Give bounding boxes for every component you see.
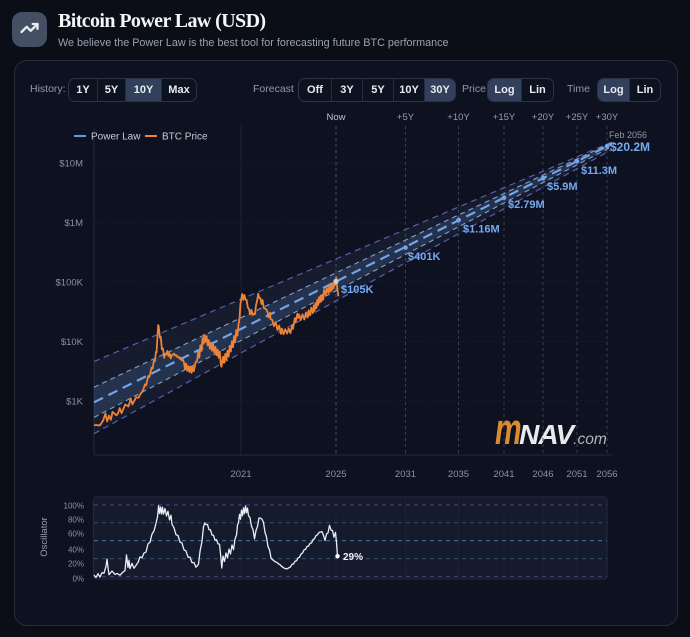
svg-text:2041: 2041 <box>493 469 514 480</box>
svg-text:Oscillator: Oscillator <box>39 517 50 557</box>
svg-text:Feb 2056: Feb 2056 <box>609 130 647 140</box>
svg-text:100%: 100% <box>64 501 84 510</box>
svg-text:Now: Now <box>326 112 345 123</box>
svg-text:2021: 2021 <box>230 469 251 480</box>
svg-text:$105K: $105K <box>341 284 373 296</box>
svg-text:BTC Price: BTC Price <box>162 132 208 143</box>
svg-text:2035: 2035 <box>448 469 469 480</box>
svg-text:$10K: $10K <box>61 337 84 348</box>
svg-text:$401K: $401K <box>408 251 440 263</box>
svg-text:+20Y: +20Y <box>532 112 555 123</box>
svg-text:$2.79M: $2.79M <box>508 199 545 211</box>
svg-text:+25Y: +25Y <box>566 112 589 123</box>
svg-text:Power Law: Power Law <box>91 132 141 143</box>
svg-text:+15Y: +15Y <box>493 112 516 123</box>
svg-text:+10Y: +10Y <box>447 112 470 123</box>
svg-text:$11.3M: $11.3M <box>581 165 617 177</box>
svg-text:20%: 20% <box>68 560 84 569</box>
svg-text:40%: 40% <box>68 545 84 554</box>
svg-text:$1.16M: $1.16M <box>463 224 500 236</box>
svg-text:$100K: $100K <box>56 278 84 289</box>
svg-text:$10M: $10M <box>59 159 83 170</box>
svg-text:$20.2M: $20.2M <box>610 140 650 154</box>
svg-text:2051: 2051 <box>566 469 587 480</box>
svg-text:$5.9M: $5.9M <box>547 181 578 193</box>
svg-text:60%: 60% <box>68 530 84 539</box>
svg-text:80%: 80% <box>68 516 84 525</box>
svg-text:+30Y: +30Y <box>596 112 619 123</box>
svg-text:+5Y: +5Y <box>397 112 415 123</box>
svg-text:2025: 2025 <box>325 469 346 480</box>
svg-text:2046: 2046 <box>532 469 553 480</box>
svg-text:$1M: $1M <box>65 218 84 229</box>
svg-text:2056: 2056 <box>596 469 617 480</box>
svg-text:2031: 2031 <box>395 469 416 480</box>
svg-text:29%: 29% <box>343 552 363 563</box>
svg-text:0%: 0% <box>72 574 84 583</box>
svg-text:$1K: $1K <box>66 396 84 407</box>
